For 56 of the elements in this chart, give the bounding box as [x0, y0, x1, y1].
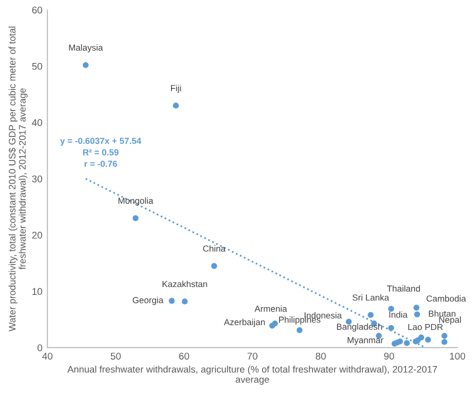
- annotation: Bangladesh: [336, 323, 382, 332]
- point: [296, 327, 302, 334]
- annotation: r = -0.76: [84, 160, 118, 167]
- point: [441, 332, 448, 339]
- point: [413, 304, 420, 311]
- x-tick-label: 80: [316, 352, 326, 360]
- annotation: R² = 0.59: [83, 149, 118, 156]
- annotation: Myanmar: [348, 337, 384, 345]
- annotation: Bhutan: [428, 310, 456, 317]
- annotation: Indonesia: [304, 312, 342, 318]
- annotation: Fiji: [171, 84, 181, 93]
- point: [132, 215, 138, 222]
- y-axis-title: Water productivity, total (constant 2010 US$ GDP per cubic meter of total freshwater withdrawal), 2012-2017 average: [8, 26, 28, 332]
- point: [211, 263, 218, 269]
- annotation: China: [203, 245, 226, 252]
- annotation: Thailand: [387, 285, 420, 292]
- point: [441, 339, 448, 345]
- annotation: Philippines: [279, 316, 320, 325]
- point: [414, 311, 420, 318]
- annotation: Malaysia: [69, 44, 103, 52]
- point: [172, 102, 179, 109]
- point: [182, 298, 188, 304]
- point: [368, 312, 374, 318]
- annotation: Cambodia: [426, 295, 466, 302]
- y-tick-label: 0: [38, 344, 42, 352]
- x-tick-label: 50: [110, 352, 121, 360]
- annotation: Lao PDR: [408, 324, 443, 330]
- point: [397, 338, 403, 344]
- point: [272, 320, 278, 326]
- point: [404, 340, 410, 346]
- x-axis-title: Annual freshwater withdrawals, agriculture (% of total freshwater withdrawal), 2012-2017 average: [67, 366, 437, 385]
- x-tick-label: 40: [42, 352, 52, 360]
- annotation: y = -0.6037x + 57.54: [60, 138, 142, 146]
- x-tick-label: 90: [384, 352, 394, 360]
- annotation: Mongolia: [118, 197, 154, 206]
- y-tick-label: 20: [32, 232, 42, 239]
- point: [388, 324, 394, 331]
- annotation: Sri Lanka: [352, 294, 390, 301]
- annotation: Azerbaijan: [224, 318, 265, 327]
- annotation: India: [389, 311, 408, 318]
- annotation: Armenia: [254, 305, 288, 312]
- y-tick-label: 60: [32, 6, 42, 14]
- annotation: Kazakhstan: [162, 280, 208, 288]
- y-tick-label: 30: [32, 175, 42, 182]
- x-tick-label: 70: [247, 352, 258, 360]
- y-tick-label: 10: [32, 288, 42, 295]
- x-tick-label: 100: [450, 352, 466, 360]
- annotation: Georgia: [132, 296, 164, 305]
- annotation: Nepal: [439, 316, 461, 325]
- x-tick-label: 60: [179, 352, 190, 360]
- y-tick-label: 50: [32, 62, 42, 70]
- point: [418, 334, 424, 340]
- y-tick-label: 40: [32, 119, 42, 126]
- point: [168, 298, 175, 304]
- point: [82, 62, 89, 68]
- point: [425, 336, 431, 343]
